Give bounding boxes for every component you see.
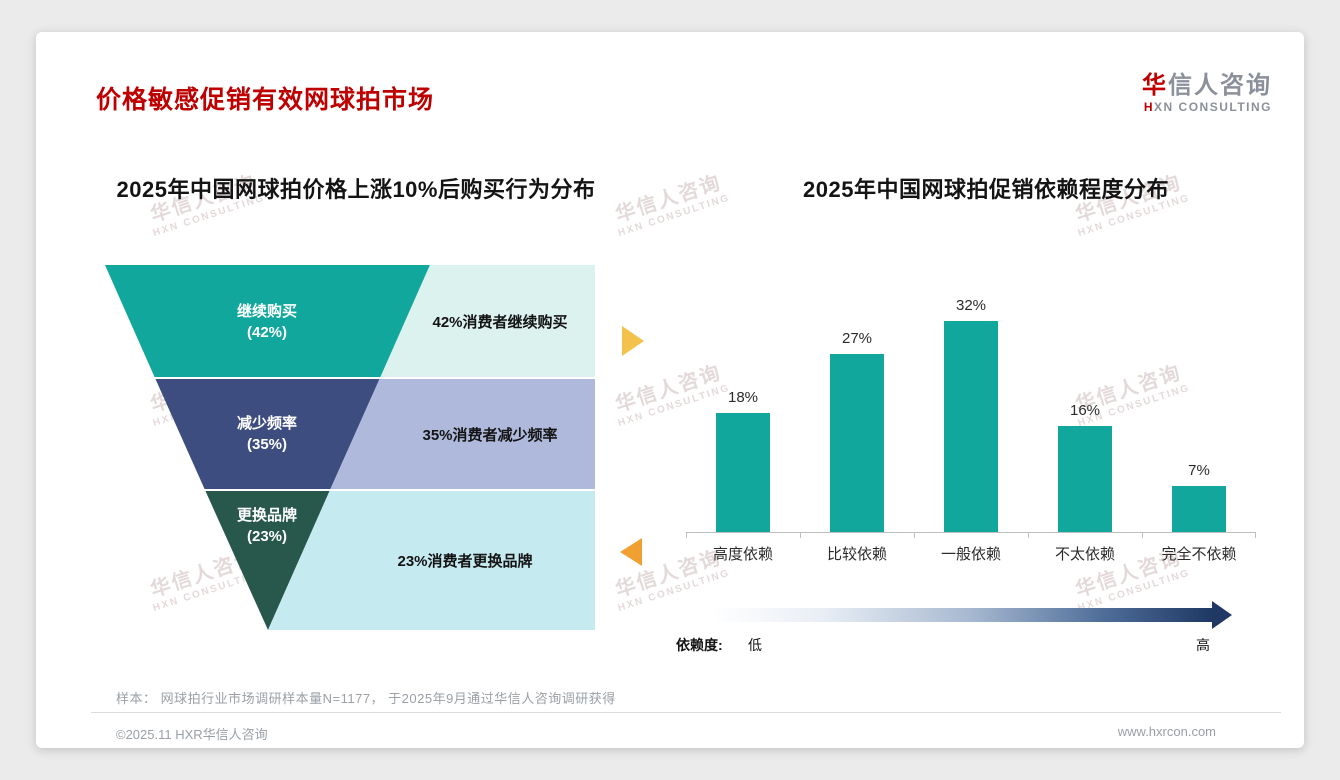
funnel-stage-1-shape	[105, 265, 430, 378]
slide-content: 价格敏感促销有效网球拍市场 华信人咨询 HXN CONSULTING 2025年…	[36, 32, 1304, 748]
company-logo: 华信人咨询 HXN CONSULTING	[1142, 72, 1272, 114]
bar-value-label: 16%	[1069, 402, 1101, 420]
page-title: 价格敏感促销有效网球拍市场	[96, 86, 435, 114]
funnel-stage-2-shape	[155, 378, 380, 490]
funnel-separator	[105, 489, 595, 491]
funnel-chart-title: 2025年中国网球拍价格上涨10%后购买行为分布	[116, 177, 596, 202]
funnel-stage-1-label: 继续购买 (42%)	[167, 301, 367, 343]
logo-en-text: XN CONSULTING	[1154, 99, 1272, 114]
category-label: 比较依赖	[826, 546, 887, 563]
logo-zh-accent: 华	[1142, 72, 1168, 99]
logo-zh-text: 信人咨询	[1168, 72, 1272, 99]
funnel-svg	[105, 265, 595, 630]
category-label: 一般依赖	[940, 546, 1001, 563]
x-axis: 高度依赖 比较依赖 一般依赖 不太依赖 完全不依赖	[686, 532, 1256, 564]
bar-chart-plot: 18% 27% 32% 16% 7%	[686, 292, 1256, 532]
arrow-right-icon	[622, 326, 644, 356]
funnel-annotation-1: 42%消费者继续购买	[432, 314, 568, 331]
bar-value-label: 27%	[841, 329, 873, 347]
axis-tick	[686, 532, 687, 538]
slide-card: 华信人咨询 HXN CONSULTING 华信人咨询 HXN CONSULTIN…	[36, 32, 1304, 748]
stage-value: (42%)	[246, 324, 287, 341]
funnel-stage-3-shape	[205, 490, 330, 630]
axis-tick	[1142, 532, 1143, 538]
bar	[1172, 485, 1226, 532]
bar-column: 18%	[686, 389, 800, 532]
website-text: www.hxrcon.com	[1117, 724, 1216, 739]
dependency-legend-low: 低	[748, 637, 762, 653]
stage-name: 更换品牌	[236, 507, 297, 524]
bar-value-label: 18%	[727, 389, 759, 407]
copyright-text: ©2025.11 HXR华信人咨询	[116, 727, 268, 742]
funnel-annotation-2: 35%消费者减少频率	[422, 426, 558, 444]
logo-zh-line: 华信人咨询	[1142, 72, 1272, 100]
stage-value: (23%)	[246, 528, 287, 545]
bar-column: 16%	[1028, 402, 1142, 532]
stage-name: 减少频率	[236, 415, 297, 432]
bar	[716, 413, 770, 532]
stage-name: 继续购买	[236, 303, 297, 320]
category-label: 完全不依赖	[1161, 546, 1237, 563]
bar-chart-title: 2025年中国网球拍促销依赖程度分布	[803, 177, 1169, 202]
bar-value-label: 32%	[955, 296, 987, 314]
funnel-separator	[105, 377, 595, 379]
bar	[830, 353, 884, 532]
dependency-gradient-bar	[712, 608, 1212, 622]
logo-en-line: HXN CONSULTING	[1142, 100, 1272, 114]
logo-en-accent: H	[1143, 99, 1155, 114]
bar	[1058, 426, 1112, 532]
funnel-stage-3-label: 更换品牌 (23%)	[167, 505, 367, 547]
bar	[944, 320, 998, 532]
bar-value-label: 7%	[1188, 461, 1210, 479]
funnel-chart: 继续购买 (42%) 减少频率 (35%) 更换品牌 (23%) 42%消费者继…	[105, 265, 600, 635]
sample-note: 样本： 网球拍行业市场调研样本量N=1177， 于2025年9月通过华信人咨询调…	[116, 691, 616, 706]
bar-column: 7%	[1142, 462, 1256, 532]
axis-tick	[1028, 532, 1029, 538]
funnel-stage-2-label: 减少频率 (35%)	[167, 413, 367, 455]
funnel-annot-2-shape	[330, 378, 595, 490]
axis-tick	[914, 532, 915, 538]
dependency-legend-label: 依赖度:	[676, 637, 723, 653]
arrow-left-icon	[620, 538, 642, 566]
funnel-annotation-3: 23%消费者更换品牌	[397, 552, 533, 570]
funnel-annot-3-shape	[268, 490, 595, 630]
axis-tick	[1255, 532, 1256, 538]
bar-column: 27%	[800, 330, 914, 532]
dependency-legend-high: 高	[1196, 637, 1210, 653]
category-label: 不太依赖	[1054, 546, 1115, 563]
category-label: 高度依赖	[712, 546, 773, 563]
dependency-gradient-arrowhead-icon	[1212, 601, 1232, 629]
footer-divider	[91, 712, 1281, 713]
funnel-annot-1-shape	[380, 265, 595, 378]
stage-value: (35%)	[246, 436, 287, 453]
bar-column: 32%	[914, 297, 1028, 532]
axis-tick	[800, 532, 801, 538]
